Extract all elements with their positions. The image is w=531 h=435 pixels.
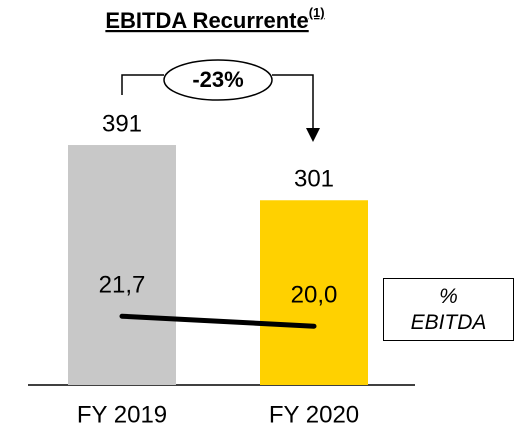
value-label: 391 xyxy=(102,110,142,137)
value-label: 301 xyxy=(294,166,334,193)
x-tick-label: FY 2020 xyxy=(269,401,359,428)
line-value-label: 20,0 xyxy=(291,282,338,309)
annotation: -23% xyxy=(192,67,243,92)
bar xyxy=(260,200,368,385)
x-tick-label: FY 2019 xyxy=(77,401,167,428)
annotation-ellipse xyxy=(163,59,273,101)
line xyxy=(119,313,317,329)
legend-box: % EBITDA xyxy=(383,278,514,341)
line-value-label: 21,7 xyxy=(99,272,146,299)
chart-title: EBITDA Recurrente(1) xyxy=(105,5,324,32)
bar xyxy=(68,145,176,385)
title-note: (1) xyxy=(309,5,325,20)
arrow-head xyxy=(306,128,320,142)
bracket xyxy=(121,74,314,130)
title-text: EBITDA Recurrente xyxy=(105,8,308,33)
